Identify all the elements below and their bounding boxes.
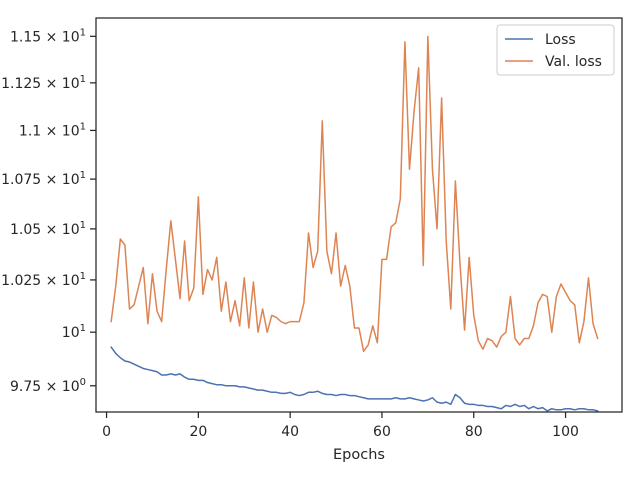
series-line-val-loss xyxy=(110,35,599,353)
y-axis-ticks: 9.75 × 100 101 1.025 × 101 1.05 × 101 1.075 … xyxy=(1,27,96,395)
y-tick-label: 1.05 × 101 xyxy=(10,220,86,238)
x-axis-label: Epochs xyxy=(333,447,385,463)
x-axis-ticks: 0 20 40 60 80 100 xyxy=(102,412,579,440)
y-tick-label: 1.1 × 101 xyxy=(19,121,86,139)
plot-area-frame xyxy=(95,17,623,413)
y-tick-label: 101 xyxy=(62,323,86,341)
legend-label-loss: Loss xyxy=(545,32,576,48)
y-tick-label: 1.125 × 101 xyxy=(1,74,86,92)
legend: Loss Val. loss xyxy=(496,24,615,76)
x-tick-label: 80 xyxy=(465,424,483,440)
y-tick-label: 1.075 × 101 xyxy=(1,170,86,188)
x-tick-label: 0 xyxy=(102,424,111,440)
legend-box xyxy=(496,24,615,76)
x-tick-label: 40 xyxy=(281,424,299,440)
series-line-loss xyxy=(110,346,599,412)
y-tick-label: 9.75 × 100 xyxy=(10,377,86,395)
y-tick-label: 1.15 × 101 xyxy=(10,27,86,45)
x-tick-label: 100 xyxy=(552,424,579,440)
x-tick-label: 60 xyxy=(373,424,391,440)
legend-label-val-loss: Val. loss xyxy=(545,54,602,70)
x-tick-label: 20 xyxy=(189,424,207,440)
series-layer xyxy=(110,35,599,412)
y-tick-label: 1.025 × 101 xyxy=(1,271,86,289)
